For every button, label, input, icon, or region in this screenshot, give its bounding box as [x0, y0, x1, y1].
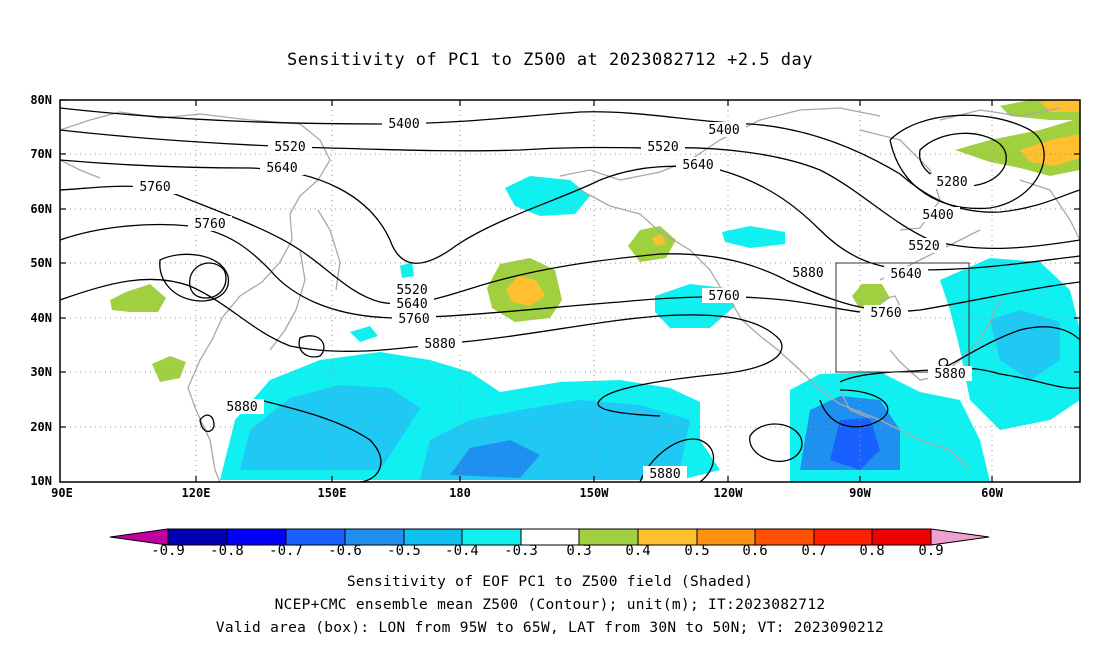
pos-shade-greenland-core — [1020, 134, 1080, 166]
lon-label: 120W — [713, 486, 743, 500]
pos-shade-alaska-gulf-core — [652, 234, 666, 246]
contour-east-gulf — [819, 389, 889, 428]
caption-contour: NCEP+CMC ensemble mean Z500 (Contour); u… — [274, 597, 826, 613]
contour-label: 5640 — [266, 161, 297, 176]
neg-shade-gulf-core — [830, 418, 880, 470]
contour-5880 — [60, 278, 783, 417]
lon-label: 90E — [51, 486, 73, 500]
pos-shade-arctic-core — [1040, 100, 1080, 112]
colorbar-label: 0.3 — [566, 543, 592, 559]
contour-label: 5760 — [870, 306, 901, 321]
contour-5880-bottom — [639, 438, 715, 482]
colorbar-label: -0.8 — [210, 543, 244, 559]
pos-shade-aleutian-core — [506, 276, 545, 306]
contour-pacific-loop — [749, 423, 803, 462]
colorbar-label: 0.8 — [859, 543, 885, 559]
lon-label: 60W — [981, 486, 1003, 500]
pos-shade-asia-1 — [110, 284, 166, 312]
lat-label: 30N — [30, 365, 52, 379]
colorbar-label: 0.9 — [918, 543, 944, 559]
contour-5880-b — [159, 253, 229, 302]
caption-shading: Sensitivity of EOF PC1 to Z500 field (Sh… — [346, 574, 754, 590]
colorbar-label: -0.3 — [504, 543, 538, 559]
contour-label: 5520 — [396, 283, 427, 298]
valid-area-box — [835, 262, 970, 373]
colorbar-label: -0.4 — [445, 543, 479, 559]
lat-label: 10N — [30, 474, 52, 488]
lon-label: 120E — [181, 486, 211, 500]
contour-labels: 5400 5400 5400 5520 5520 5520 5520 5640 … — [133, 116, 974, 482]
lat-label: 70N — [30, 147, 52, 161]
contour-label: 5520 — [274, 140, 305, 155]
contour-label: 5280 — [936, 175, 967, 190]
contour-label: 5400 — [922, 208, 953, 223]
lat-label: 40N — [30, 311, 52, 325]
colorbar-label: -0.6 — [328, 543, 362, 559]
lon-label: 180 — [449, 486, 471, 500]
lat-label: 60N — [30, 202, 52, 216]
contour-label: 5640 — [682, 158, 713, 173]
lon-label: 150W — [579, 486, 609, 500]
contour-atl-1 — [939, 326, 1080, 371]
neg-shade-canada — [722, 226, 785, 248]
contour-label: 5520 — [647, 140, 678, 155]
contour-label: 5400 — [388, 117, 419, 132]
contour-5400 — [60, 107, 1080, 213]
contour-label: 5640 — [396, 297, 427, 312]
colorbar-label: 0.5 — [684, 543, 710, 559]
contour-label: 5760 — [139, 180, 170, 195]
shading-layer — [110, 100, 1080, 482]
lon-label: 90W — [849, 486, 871, 500]
lat-label: 20N — [30, 420, 52, 434]
neg-shade-dateline-small — [400, 262, 414, 278]
contour-label: 5880 — [649, 467, 680, 482]
map-frame — [59, 99, 1081, 483]
contour-5880-c — [298, 335, 325, 358]
lon-label: 150E — [317, 486, 347, 500]
contour-5880-d — [199, 414, 215, 432]
neg-shade-alaska — [505, 176, 590, 216]
contour-label: 5400 — [708, 123, 739, 138]
colorbar-label: -0.5 — [387, 543, 421, 559]
map-title: Sensitivity of PC1 to Z500 at 2023082712… — [286, 50, 813, 70]
contour-label: 5760 — [398, 312, 429, 327]
contour-label: 5520 — [908, 239, 939, 254]
contour-5400-c — [889, 114, 1045, 210]
lat-label: 50N — [30, 256, 52, 270]
contour-label: 5760 — [708, 289, 739, 304]
colorbar-label: -0.7 — [269, 543, 303, 559]
contour-asia-high — [188, 262, 227, 299]
contour-label: 5880 — [792, 266, 823, 281]
contour-label: 5880 — [226, 400, 257, 415]
contour-label: 5640 — [890, 267, 921, 282]
colorbar-label: 0.6 — [742, 543, 768, 559]
axis-ticks — [60, 99, 1080, 482]
colorbar-label: 0.7 — [801, 543, 827, 559]
colorbar-label: 0.4 — [625, 543, 651, 559]
contour-label: 5880 — [934, 367, 965, 382]
neg-shade-west-small — [350, 326, 378, 342]
colorbar — [109, 528, 990, 546]
lat-label: 80N — [30, 93, 52, 107]
contour-5880-e — [259, 399, 382, 482]
neg-shade-central-pacific-deep — [450, 440, 540, 478]
contour-label: 5760 — [194, 217, 225, 232]
pos-shade-asia-2 — [152, 356, 186, 382]
pos-shade-great-lakes — [852, 284, 890, 308]
colorbar-label: -0.9 — [151, 543, 185, 559]
colorbar-cell — [930, 528, 990, 546]
neg-shade-atlantic-mid — [990, 310, 1060, 380]
caption-valid-area: Valid area (box): LON from 95W to 65W, L… — [215, 620, 885, 636]
contour-atl-2 — [938, 358, 949, 368]
contour-label: 5880 — [424, 337, 455, 352]
